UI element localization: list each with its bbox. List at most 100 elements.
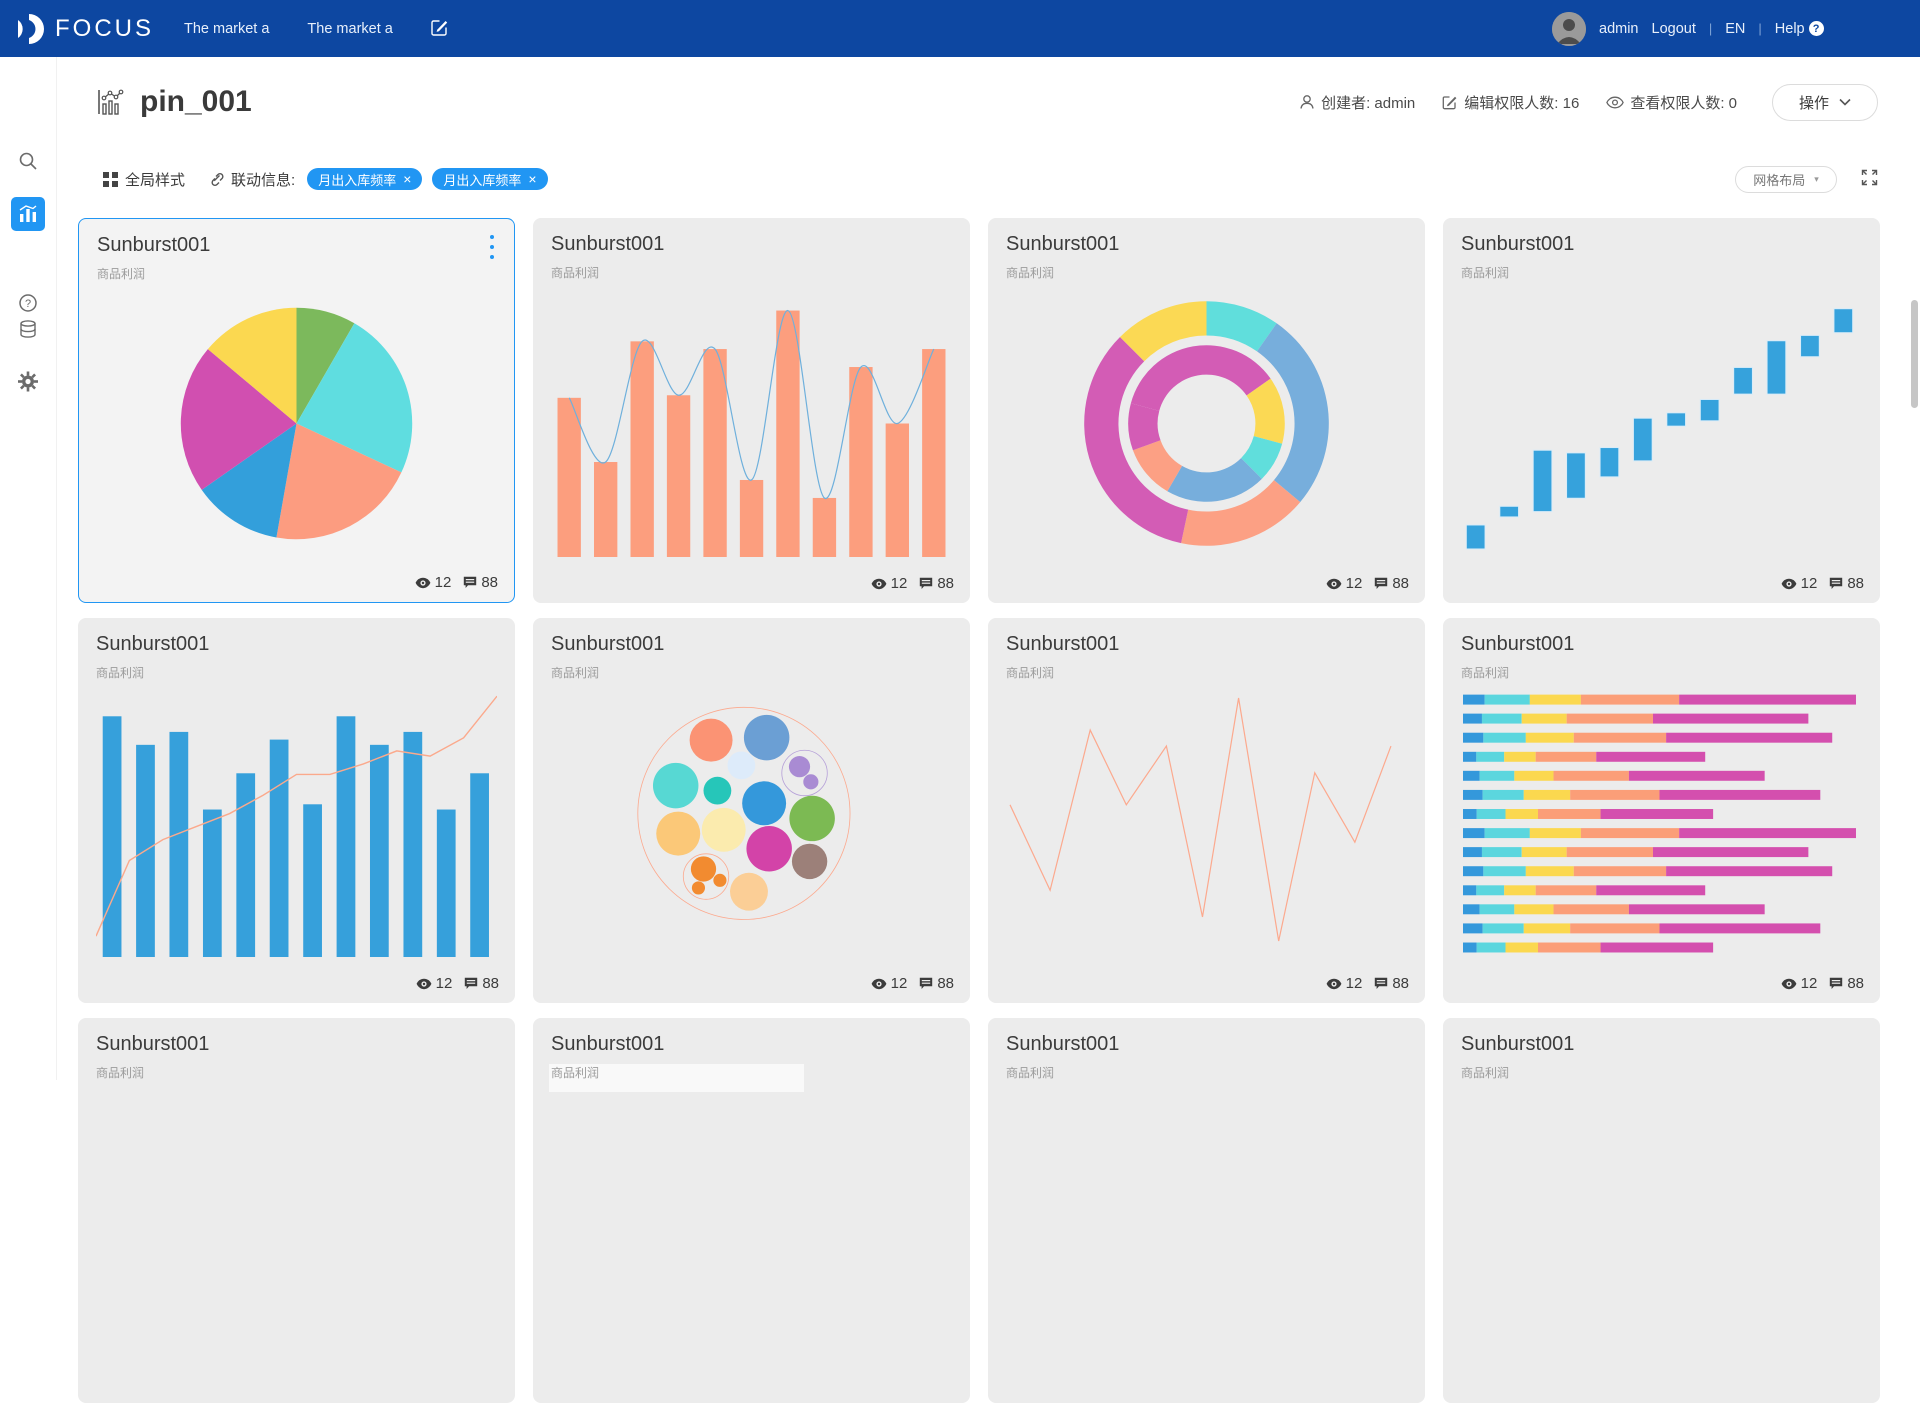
views-icon bbox=[871, 578, 887, 589]
views-icon bbox=[1326, 578, 1342, 589]
card-subtitle: 商品利润 bbox=[551, 266, 600, 280]
bubble-chart bbox=[551, 690, 952, 957]
nav-item-market-2[interactable]: The market a bbox=[307, 20, 393, 37]
global-style-button[interactable]: 全局样式 bbox=[103, 169, 185, 190]
card-subtitle: 商品利润 bbox=[1006, 1066, 1055, 1080]
bar-trend-chart bbox=[96, 690, 497, 957]
caret-down-icon: ▾ bbox=[1814, 173, 1819, 184]
sunburst-chart bbox=[1006, 290, 1407, 557]
eye-icon bbox=[1606, 96, 1625, 108]
comments-stat: 88 bbox=[919, 575, 954, 592]
question-icon[interactable]: ? bbox=[18, 293, 38, 318]
help-link[interactable]: Help ? bbox=[1775, 21, 1824, 37]
chart-card[interactable]: Sunburst001 商品利润 12 88 bbox=[988, 618, 1425, 1003]
views-icon bbox=[871, 978, 887, 989]
comments-stat: 88 bbox=[1829, 575, 1864, 592]
card-title: Sunburst001 bbox=[1006, 633, 1120, 655]
card-title: Sunburst001 bbox=[1461, 1033, 1575, 1055]
search-icon[interactable] bbox=[18, 151, 38, 176]
layout-select[interactable]: 网格布局 ▾ bbox=[1735, 165, 1837, 193]
card-subtitle: 商品利润 bbox=[1006, 666, 1055, 680]
card-title: Sunburst001 bbox=[551, 1033, 665, 1055]
logout-link[interactable]: Logout bbox=[1651, 20, 1696, 37]
card-title: Sunburst001 bbox=[1461, 633, 1575, 655]
dashboard-icon[interactable] bbox=[11, 197, 45, 231]
card-subtitle: 商品利润 bbox=[1006, 266, 1055, 280]
chart-card[interactable]: Sunburst001 商品利润 12 88 bbox=[533, 218, 970, 603]
comments-icon bbox=[1830, 977, 1843, 989]
app-logo[interactable]: FOCUS bbox=[16, 13, 154, 45]
card-subtitle: 商品利润 bbox=[1461, 1066, 1510, 1080]
kebab-menu-icon[interactable] bbox=[484, 235, 500, 259]
action-button[interactable]: 操作 bbox=[1772, 83, 1878, 121]
chart-card[interactable]: Sunburst001 商品利润 bbox=[78, 1018, 515, 1403]
views-icon bbox=[416, 978, 432, 989]
view-permission-info: 查看权限人数: 0 bbox=[1606, 92, 1737, 113]
comments-icon bbox=[920, 977, 933, 989]
chart-card[interactable]: Sunburst001 商品利润 12 88 bbox=[78, 218, 515, 603]
close-icon[interactable]: × bbox=[528, 171, 537, 187]
chart-card[interactable]: Sunburst001 商品利润 12 88 bbox=[1443, 618, 1880, 1003]
nav-menu: The market a The market a bbox=[184, 18, 449, 40]
line-chart bbox=[1006, 690, 1407, 957]
logo-text: FOCUS bbox=[55, 14, 154, 42]
header-meta: 创建者: admin 编辑权限人数: 16 查看权限人数: 0 操作 bbox=[1299, 83, 1878, 121]
close-icon[interactable]: × bbox=[403, 171, 412, 187]
waterfall-chart bbox=[1461, 290, 1862, 557]
card-title: Sunburst001 bbox=[96, 633, 210, 655]
card-chart bbox=[551, 1090, 952, 1357]
card-title: Sunburst001 bbox=[1006, 233, 1120, 255]
chart-title-icon bbox=[98, 89, 124, 115]
top-navbar: FOCUS The market a The market a admin Lo… bbox=[0, 0, 1920, 57]
page-title: pin_001 bbox=[140, 85, 252, 118]
chart-card[interactable]: Sunburst001 商品利润 bbox=[1443, 1018, 1880, 1403]
page-header: pin_001 创建者: admin 编辑权限人数: 16 查看权限人数: 0 … bbox=[96, 76, 1878, 128]
card-subtitle: 商品利润 bbox=[1461, 666, 1510, 680]
help-icon: ? bbox=[1808, 21, 1824, 36]
card-chart bbox=[96, 1090, 497, 1357]
comments-icon bbox=[1375, 977, 1388, 989]
compose-icon[interactable] bbox=[431, 18, 449, 40]
linkage-info-label: 联动信息: bbox=[207, 169, 295, 190]
separator: | bbox=[1758, 21, 1762, 36]
comments-stat: 88 bbox=[919, 975, 954, 992]
dashboard-toolbar: 全局样式 联动信息: 月出入库频率 × 月出入库频率 × 网格布局 ▾ bbox=[103, 164, 1878, 194]
chart-card[interactable]: Sunburst001 商品利润 12 88 bbox=[988, 218, 1425, 603]
nav-item-market-1[interactable]: The market a bbox=[184, 20, 270, 37]
views-stat: 12 bbox=[1781, 975, 1817, 992]
chart-card[interactable]: Sunburst001 商品利润 bbox=[988, 1018, 1425, 1403]
views-stat: 12 bbox=[1326, 975, 1362, 992]
logo-icon bbox=[18, 13, 44, 44]
chevron-down-icon bbox=[1839, 98, 1851, 106]
edit-permission-info: 编辑权限人数: 16 bbox=[1442, 92, 1579, 113]
chart-card[interactable]: Sunburst001 商品利润 12 88 bbox=[78, 618, 515, 1003]
comments-icon bbox=[1830, 577, 1843, 589]
chart-card[interactable]: Sunburst001 商品利润 12 88 bbox=[533, 618, 970, 1003]
comments-stat: 88 bbox=[1374, 575, 1409, 592]
chart-card[interactable]: Sunburst001 商品利润 12 88 bbox=[1443, 218, 1880, 603]
chart-card[interactable]: Sunburst001 商品利润 bbox=[533, 1018, 970, 1403]
avatar[interactable] bbox=[1552, 11, 1586, 46]
scrollbar[interactable] bbox=[1911, 300, 1918, 408]
linkage-tag[interactable]: 月出入库频率 × bbox=[432, 168, 548, 190]
nav-user-area: admin Logout | EN | Help ? bbox=[1552, 0, 1824, 57]
comments-stat: 88 bbox=[1374, 975, 1409, 992]
views-stat: 12 bbox=[415, 574, 451, 591]
card-subtitle: 商品利润 bbox=[551, 666, 600, 680]
card-title: Sunburst001 bbox=[96, 1033, 210, 1055]
card-chart bbox=[1461, 1090, 1862, 1357]
card-grid: Sunburst001 商品利润 12 88 Sunburst001 商品利润 … bbox=[78, 218, 1880, 1403]
card-subtitle: 商品利润 bbox=[551, 1066, 600, 1080]
comments-stat: 88 bbox=[1829, 975, 1864, 992]
user-icon bbox=[1300, 95, 1314, 109]
user-name: admin bbox=[1599, 20, 1639, 37]
database-icon[interactable] bbox=[18, 319, 38, 344]
language-switcher[interactable]: EN bbox=[1725, 20, 1746, 37]
linkage-tag[interactable]: 月出入库频率 × bbox=[307, 168, 423, 190]
linkage-tags: 月出入库频率 × 月出入库频率 × bbox=[307, 168, 548, 190]
fullscreen-icon[interactable] bbox=[1861, 169, 1878, 190]
svg-text:?: ? bbox=[25, 298, 31, 310]
gear-icon[interactable] bbox=[18, 371, 39, 397]
views-stat: 12 bbox=[1326, 575, 1362, 592]
link-icon bbox=[211, 172, 224, 186]
